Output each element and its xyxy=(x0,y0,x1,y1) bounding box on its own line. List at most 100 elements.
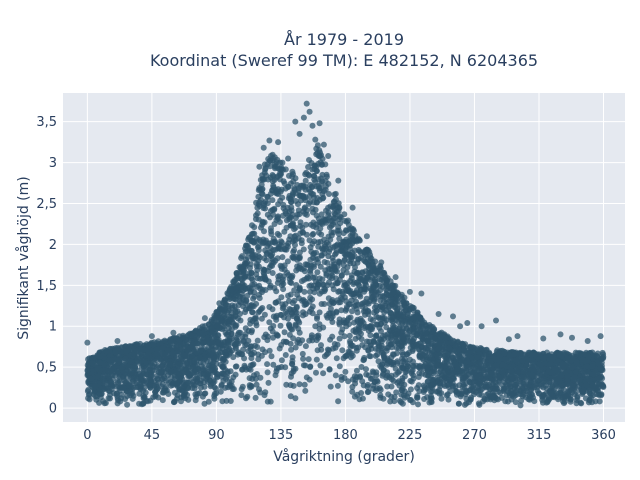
data-point xyxy=(413,341,420,348)
data-point xyxy=(205,398,212,405)
data-point xyxy=(126,343,133,350)
data-point xyxy=(156,379,162,386)
data-point xyxy=(230,354,237,361)
data-point xyxy=(387,341,394,348)
data-point xyxy=(373,332,380,339)
data-point xyxy=(409,348,416,354)
data-point xyxy=(383,291,390,298)
data-point xyxy=(112,349,119,356)
data-point xyxy=(263,251,270,258)
data-point xyxy=(319,246,326,253)
data-point xyxy=(319,281,326,288)
data-point xyxy=(442,340,449,346)
data-point xyxy=(252,394,259,401)
data-point xyxy=(517,402,524,409)
data-point xyxy=(147,376,154,383)
data-point xyxy=(284,310,291,317)
data-point xyxy=(358,364,365,370)
data-point xyxy=(396,324,403,331)
data-point xyxy=(363,371,370,378)
data-point xyxy=(338,307,345,314)
data-point xyxy=(588,363,595,370)
data-point xyxy=(356,320,363,327)
data-point xyxy=(350,260,357,267)
data-point xyxy=(118,395,125,402)
data-point xyxy=(300,246,307,253)
data-point xyxy=(377,386,384,393)
data-point xyxy=(217,349,224,356)
data-point xyxy=(318,346,325,353)
data-point xyxy=(367,252,374,258)
data-point xyxy=(468,376,475,383)
data-point xyxy=(281,228,288,235)
data-point xyxy=(456,371,463,378)
data-point xyxy=(318,231,325,238)
data-point xyxy=(285,292,292,299)
data-point xyxy=(270,323,277,329)
data-point xyxy=(310,230,317,237)
data-point xyxy=(600,353,607,360)
data-point xyxy=(482,381,489,388)
data-point xyxy=(302,362,309,369)
data-point xyxy=(316,147,323,154)
data-point xyxy=(248,329,255,336)
data-point xyxy=(332,190,339,197)
data-point xyxy=(248,251,255,258)
data-point xyxy=(458,390,465,397)
data-point xyxy=(249,276,256,283)
data-point xyxy=(518,397,525,404)
data-point xyxy=(261,202,267,209)
data-point xyxy=(395,369,402,376)
data-point xyxy=(246,375,253,382)
data-point xyxy=(284,258,291,265)
data-point xyxy=(401,388,408,395)
data-point xyxy=(254,275,261,282)
data-point xyxy=(259,186,265,193)
data-point xyxy=(488,358,495,365)
data-point xyxy=(197,347,204,354)
data-point xyxy=(356,373,363,380)
data-point xyxy=(401,394,408,401)
data-point xyxy=(600,383,606,390)
data-point xyxy=(145,342,152,349)
data-point xyxy=(443,371,450,378)
data-point xyxy=(298,240,305,247)
data-point xyxy=(97,359,103,366)
data-point xyxy=(303,231,310,238)
data-point xyxy=(379,333,386,340)
data-point xyxy=(244,393,251,400)
data-point xyxy=(270,313,277,320)
data-point xyxy=(316,309,323,316)
data-point xyxy=(471,365,478,372)
data-point xyxy=(93,373,100,380)
data-point xyxy=(452,361,459,368)
data-point xyxy=(106,374,113,381)
data-point xyxy=(444,391,451,398)
data-point xyxy=(336,288,343,295)
data-point xyxy=(340,230,347,237)
data-point xyxy=(538,372,545,379)
data-point xyxy=(261,169,268,176)
data-point xyxy=(136,400,143,407)
data-point xyxy=(286,306,293,312)
data-point xyxy=(189,342,196,349)
data-point xyxy=(255,257,262,264)
data-point xyxy=(334,297,341,304)
data-point xyxy=(409,367,416,374)
data-point xyxy=(270,173,277,180)
data-point xyxy=(134,357,141,364)
data-point xyxy=(359,378,366,385)
data-point xyxy=(89,360,96,367)
data-point xyxy=(343,236,350,243)
data-point xyxy=(339,246,346,253)
data-point xyxy=(335,224,342,231)
data-point xyxy=(438,390,445,397)
data-point xyxy=(282,352,289,358)
data-point xyxy=(356,396,363,403)
data-point xyxy=(365,308,372,315)
data-point xyxy=(493,361,500,368)
data-point xyxy=(199,366,206,372)
data-point xyxy=(283,381,290,388)
data-point xyxy=(220,363,227,370)
